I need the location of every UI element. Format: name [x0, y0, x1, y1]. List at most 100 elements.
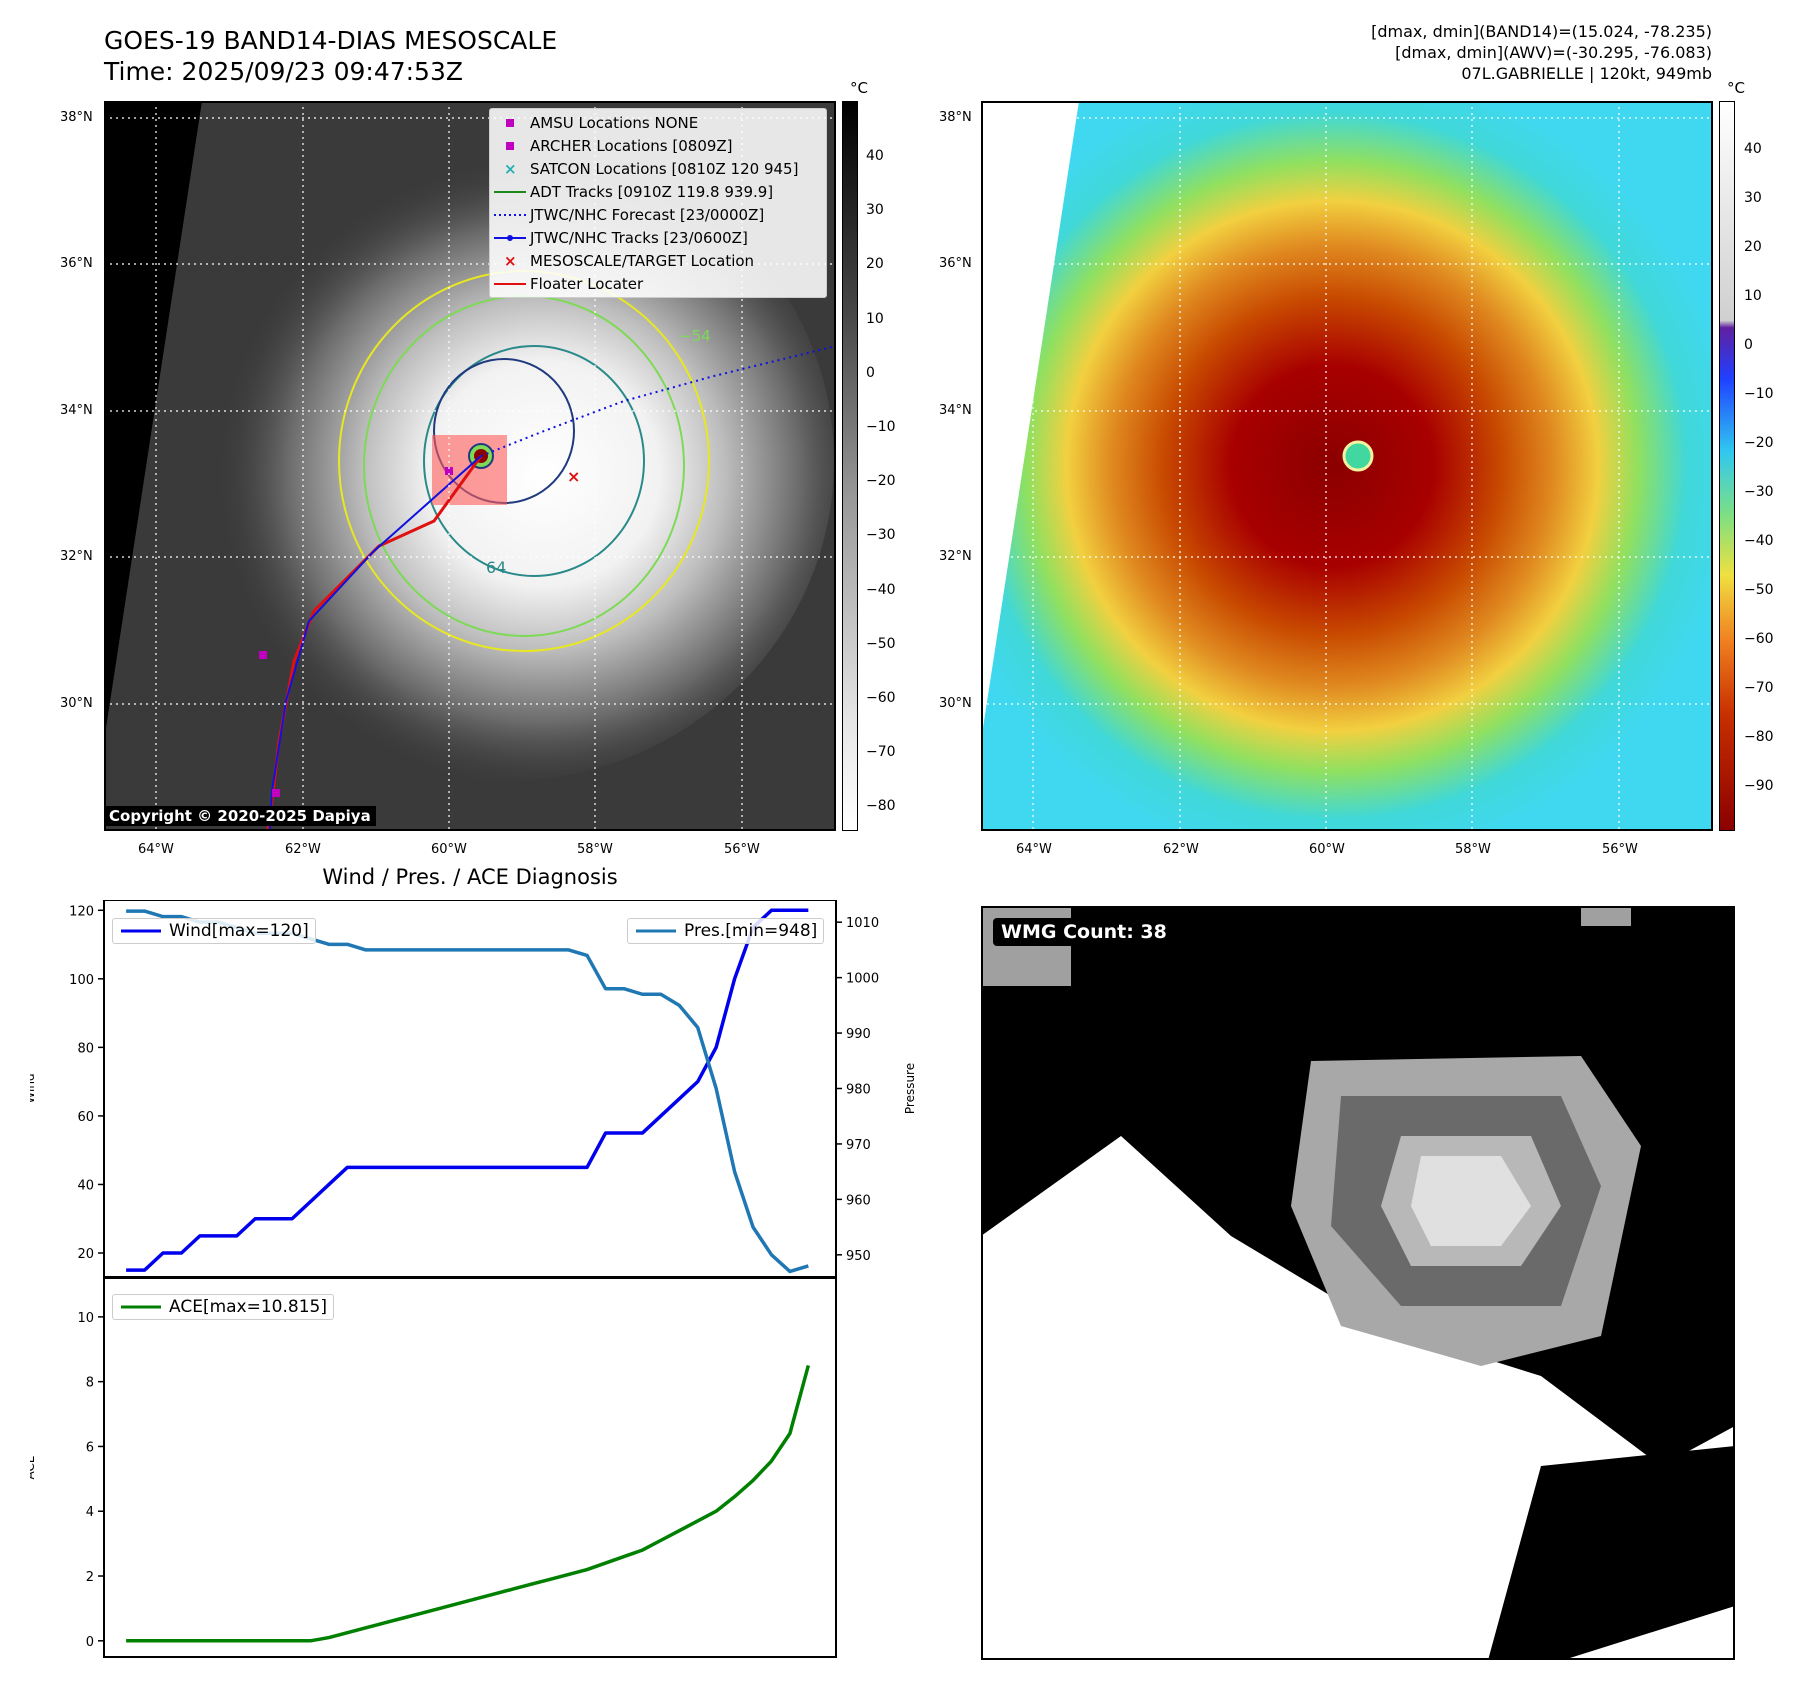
lat-label: 38°N — [60, 110, 93, 125]
colorbar-tick-label: 40 — [1744, 141, 1762, 157]
y-axis-label: Wind — [30, 1073, 37, 1103]
y-right-tick-label: 1000 — [846, 972, 879, 987]
wmg-panel — [981, 906, 1735, 1660]
colorbar-tick-label: −90 — [1744, 778, 1774, 794]
colorbar-tick-label: 0 — [1744, 337, 1753, 353]
colorbar-tick-label: −40 — [1744, 533, 1774, 549]
archer-marker — [259, 651, 267, 659]
lat-label: 36°N — [939, 256, 972, 271]
y-tick-label: 120 — [69, 904, 94, 919]
chart-timestamp: Time: 2025/09/23 09:47:53Z — [104, 57, 463, 86]
info-line-storm: 07L.GABRIELLE | 120kt, 949mb — [1461, 64, 1712, 83]
lon-label: 64°W — [1016, 842, 1052, 857]
colorbar-tick-label: −30 — [1744, 484, 1774, 500]
colorbar-tick-label: −50 — [866, 635, 896, 652]
colorbar-tick-label: −20 — [1744, 435, 1774, 451]
y-right-tick-label: 990 — [846, 1027, 871, 1042]
plot-frame — [103, 900, 837, 1278]
lon-label: 58°W — [577, 842, 613, 857]
jtwc-track — [268, 455, 482, 831]
no-data-region — [104, 101, 202, 741]
y-right-tick-label: 1010 — [846, 916, 879, 931]
colorbar-tick-label: −70 — [866, 744, 896, 761]
line-icon — [121, 1305, 161, 1309]
copyright-label: Copyright © 2020-2025 Dapiya — [104, 806, 376, 826]
archer-marker — [272, 789, 280, 797]
legend-item-adt: ADT Tracks [0910Z 119.8 939.9] — [490, 180, 826, 203]
series-line — [126, 1365, 811, 1643]
no-data-region — [981, 101, 1079, 741]
y-right-tick-label: 980 — [846, 1083, 871, 1098]
colorbar-tick-label: −10 — [1744, 386, 1774, 402]
x-icon: × — [490, 249, 530, 272]
y-right-axis-label: Pressure — [903, 1063, 917, 1114]
line-icon — [490, 180, 530, 203]
colorbar-left — [842, 101, 858, 831]
colorbar-tick-label: −10 — [866, 419, 896, 435]
lat-label: 36°N — [60, 256, 93, 271]
lon-label: 60°W — [1309, 842, 1345, 857]
y-axis-label: ACE — [30, 1456, 37, 1480]
contour-teal — [423, 345, 645, 577]
y-right-tick-label: 950 — [846, 1249, 871, 1264]
colorbar-tick-label: −20 — [866, 473, 896, 490]
diagnosis-title: Wind / Pres. / ACE Diagnosis — [322, 865, 618, 889]
lat-label: 32°N — [939, 549, 972, 564]
gridlines — [981, 101, 1713, 831]
lat-label: 34°N — [939, 403, 972, 418]
map-legend: AMSU Locations NONE ARCHER Locations [08… — [489, 108, 827, 298]
target-marker: × — [567, 467, 580, 486]
colorbar-tick-label: 30 — [866, 202, 884, 219]
info-line-band14: [dmax, dmin](BAND14)=(15.024, -78.235) — [1371, 22, 1712, 41]
y-tick-label: 80 — [77, 1041, 94, 1056]
legend-pressure: Pres.[min=948] — [627, 918, 825, 944]
colorbar-tick-label: 20 — [1744, 239, 1762, 255]
legend-ace: ACE[max=10.815] — [112, 1294, 334, 1320]
colorbar-tick-label: 10 — [1744, 288, 1762, 304]
contour-label: 64 — [486, 558, 506, 577]
contour-label: −54 — [679, 327, 711, 345]
svg-text:×: × — [504, 160, 517, 178]
wind-pressure-chart: 20 40 60 80 100 120 Wind 950 960 970 980 990 1000 101… — [30, 900, 917, 1278]
line-icon — [121, 929, 161, 933]
lon-label: 60°W — [431, 842, 467, 857]
wmg-count-badge: WMG Count: 38 — [993, 918, 1175, 946]
line-icon — [636, 929, 676, 933]
jtwc-forecast — [480, 345, 836, 457]
y-tick-label: 10 — [77, 1311, 94, 1326]
legend-item-forecast: JTWC/NHC Forecast [23/0000Z] — [490, 203, 826, 226]
colorbar-tick-label: 0 — [866, 364, 875, 381]
plot-frame — [103, 1278, 837, 1658]
right-map — [981, 101, 1713, 831]
colorbar-tick-label: −30 — [866, 527, 896, 544]
wmg-eye — [1411, 1156, 1531, 1246]
y-tick-label: 4 — [86, 1505, 94, 1520]
y-tick-label: 20 — [77, 1247, 94, 1262]
colorbar-tick-label: −50 — [1744, 582, 1774, 598]
y-tick-label: 60 — [77, 1110, 94, 1125]
colorbar-unit: °C — [850, 79, 868, 97]
legend-item-tracks: JTWC/NHC Tracks [23/0600Z] — [490, 226, 826, 249]
colorbar-tick-label: 30 — [1744, 190, 1762, 206]
y-tick-label: 8 — [86, 1376, 94, 1391]
svg-text:×: × — [504, 252, 517, 270]
legend-item-target: × MESOSCALE/TARGET Location — [490, 249, 826, 272]
y-tick-label: 2 — [86, 1570, 94, 1585]
colorbar-tick-label: −80 — [866, 798, 896, 815]
colorbar-tick-label: −60 — [866, 690, 896, 706]
lat-label: 38°N — [939, 110, 972, 125]
colorbar-unit: °C — [1727, 79, 1745, 97]
series-line — [126, 908, 809, 1272]
colorbar-tick-label: −80 — [1744, 729, 1774, 745]
y-tick-label: 40 — [77, 1178, 94, 1193]
y-tick-label: 0 — [86, 1635, 94, 1650]
lat-label: 32°N — [60, 549, 93, 564]
y-tick-label: 6 — [86, 1440, 94, 1455]
legend-item-archer: ARCHER Locations [0809Z] — [490, 134, 826, 157]
square-icon — [490, 134, 530, 157]
archer-marker — [445, 467, 453, 475]
lat-label: 30°N — [939, 696, 972, 711]
lon-label: 56°W — [724, 842, 760, 857]
lat-label: 34°N — [60, 403, 93, 418]
x-icon: × — [490, 157, 530, 180]
